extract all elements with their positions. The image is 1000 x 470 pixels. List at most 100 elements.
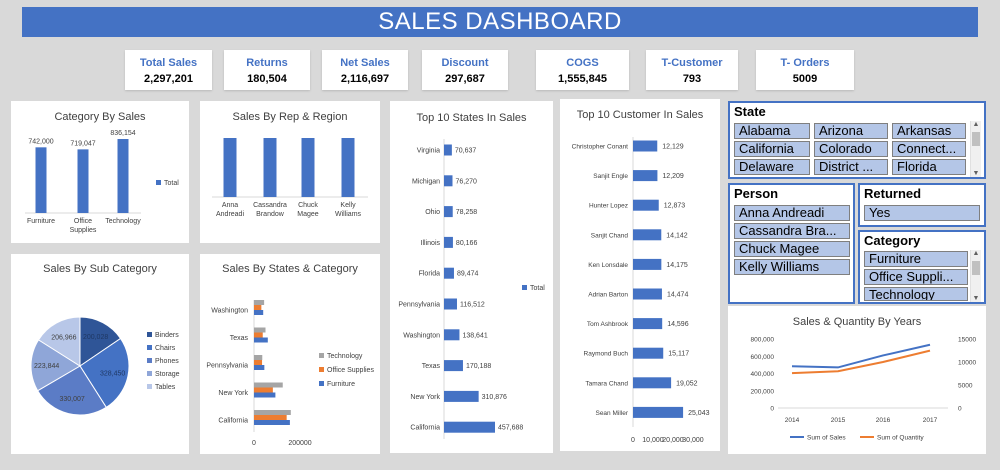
slicer-item-arizona[interactable]: Arizona <box>814 123 888 139</box>
tick-label: New York <box>410 394 440 401</box>
tick-label: Cassandra <box>253 202 287 209</box>
bar <box>254 305 262 310</box>
slicer-item-delaware[interactable]: Delaware <box>734 159 810 175</box>
bar <box>254 415 287 420</box>
scroll-thumb[interactable] <box>972 132 980 146</box>
slicer-item-california[interactable]: California <box>734 141 810 157</box>
slicer-item-florida[interactable]: Florida <box>892 159 966 175</box>
slicer-item-district[interactable]: District ... <box>814 159 888 175</box>
slicer-item-furniture[interactable]: Furniture <box>864 251 968 267</box>
tick-label: 600,000 <box>751 354 775 361</box>
data-label: 206,966 <box>51 334 76 341</box>
kpi-value: 2,116,697 <box>340 73 390 85</box>
data-label: 15,117 <box>668 351 689 358</box>
data-label: 457,688 <box>498 425 523 432</box>
state-slicer-scrollbar[interactable]: ▲ ▼ <box>970 121 981 177</box>
category-slicer: Category Furniture Office Suppli... Tech… <box>858 230 986 304</box>
legend-swatch <box>319 381 324 386</box>
slicer-item-arkansas[interactable]: Arkansas <box>892 123 966 139</box>
bar <box>254 420 290 425</box>
tick-label: Sanjit Chand <box>591 232 629 239</box>
legend-swatch <box>147 345 152 350</box>
tick-label: Washington <box>211 308 248 315</box>
slicer-item-anna-andreadi[interactable]: Anna Andreadi <box>734 205 850 221</box>
bar <box>35 147 47 213</box>
bar <box>444 360 463 372</box>
series-line <box>791 343 931 369</box>
legend-label: Binders <box>155 332 179 339</box>
scroll-down-icon[interactable]: ▼ <box>972 295 980 302</box>
slicer-header: State <box>734 104 766 119</box>
data-label: 138,641 <box>462 332 487 339</box>
tick-label: Supplies <box>70 227 97 234</box>
legend-label: Chairs <box>155 345 176 352</box>
bar <box>254 355 263 360</box>
kpi-value: 180,504 <box>247 73 287 85</box>
tick-label: 5000 <box>958 383 973 390</box>
slicer-item-cassandra-brandow[interactable]: Cassandra Bra... <box>734 223 850 239</box>
tick-label: 10000 <box>958 360 976 367</box>
slicer-item-kelly-williams[interactable]: Kelly Williams <box>734 259 850 275</box>
pie-slice <box>37 365 107 416</box>
tick-label: 0 <box>631 437 635 444</box>
data-label: 836,154 <box>110 130 135 137</box>
tick-label: Washington <box>403 332 440 339</box>
data-label: 330,007 <box>59 396 84 403</box>
chart-title: Sales By States & Category <box>222 263 358 275</box>
category-slicer-scrollbar[interactable]: ▲ ▼ <box>970 250 981 302</box>
chart-title: Top 10 Customer In Sales <box>576 109 704 121</box>
slicer-item-yes[interactable]: Yes <box>864 205 980 221</box>
scroll-up-icon[interactable]: ▲ <box>972 250 980 257</box>
legend-swatch <box>147 332 152 337</box>
chart-title: Sales By Rep & Region <box>232 111 348 123</box>
bar <box>254 332 263 338</box>
series-line <box>791 349 931 375</box>
bar <box>301 138 315 197</box>
slicer-item-office-supplies[interactable]: Office Suppli... <box>864 269 968 285</box>
years-chart: 0 200,000 400,000 600,000 800,000 0 5000 10000 1… <box>751 337 977 442</box>
tick-label: Pennsylvania <box>398 302 440 309</box>
tick-label: Brandow <box>256 211 285 218</box>
tick-label: Adrian Barton <box>588 292 628 299</box>
bar <box>633 229 662 241</box>
chart-title: Top 10 States In Sales <box>416 112 527 124</box>
data-label: 170,188 <box>466 363 491 370</box>
data-label: 12,209 <box>662 173 684 180</box>
scroll-down-icon[interactable]: ▼ <box>972 170 980 177</box>
tick-label: Pennsylvania <box>206 363 248 370</box>
scroll-thumb[interactable] <box>972 261 980 275</box>
tick-label: Anna <box>222 202 238 209</box>
tick-label: 400,000 <box>751 371 775 378</box>
data-label: 19,052 <box>676 380 698 387</box>
slicer-item-colorado[interactable]: Colorado <box>814 141 888 157</box>
tick-label: 0 <box>770 406 774 413</box>
tick-label: California <box>218 418 248 425</box>
tick-label: 200000 <box>288 440 311 447</box>
tick-label: New York <box>218 390 248 397</box>
scroll-up-icon[interactable]: ▲ <box>972 121 980 128</box>
kpi-value: 2,297,201 <box>144 73 193 85</box>
tick-label: Texas <box>422 363 441 370</box>
bar <box>633 347 664 359</box>
panel-rep-region: Sales By Rep & Region Anna Andreadi Cassan… <box>200 101 380 243</box>
tick-label: Virginia <box>417 148 440 155</box>
legend-swatch <box>522 285 527 290</box>
bar <box>254 360 263 365</box>
slicer-item-chuck-magee[interactable]: Chuck Magee <box>734 241 850 257</box>
legend-swatch <box>156 180 161 185</box>
panel-top-customers: Top 10 Customer In Sales Christopher Con… <box>560 99 720 451</box>
legend-label: Sum of Quantity <box>877 435 924 442</box>
slicer-item-technology[interactable]: Technology <box>864 287 968 301</box>
top-customers-chart: Christopher Conant 12,129 Sanjit Engle 12,2… <box>572 137 710 444</box>
legend-swatch <box>147 384 152 389</box>
category-sales-chart: 742,000 Furniture 719,047 Office Supplies 836… <box>25 130 179 234</box>
slicer-item-alabama[interactable]: Alabama <box>734 123 810 139</box>
data-label: 14,596 <box>667 321 689 328</box>
bar <box>254 365 265 370</box>
slicer-item-connecticut[interactable]: Connect... <box>892 141 966 157</box>
bar <box>254 310 264 315</box>
tick-label: Chuck <box>298 202 318 209</box>
pie-slice <box>79 337 130 409</box>
panel-category-by-sales: Category By Sales 742,000 Furniture 719,04… <box>11 101 189 243</box>
states-category-chart: California New York Pennsylvania Texas Washi… <box>206 300 374 447</box>
